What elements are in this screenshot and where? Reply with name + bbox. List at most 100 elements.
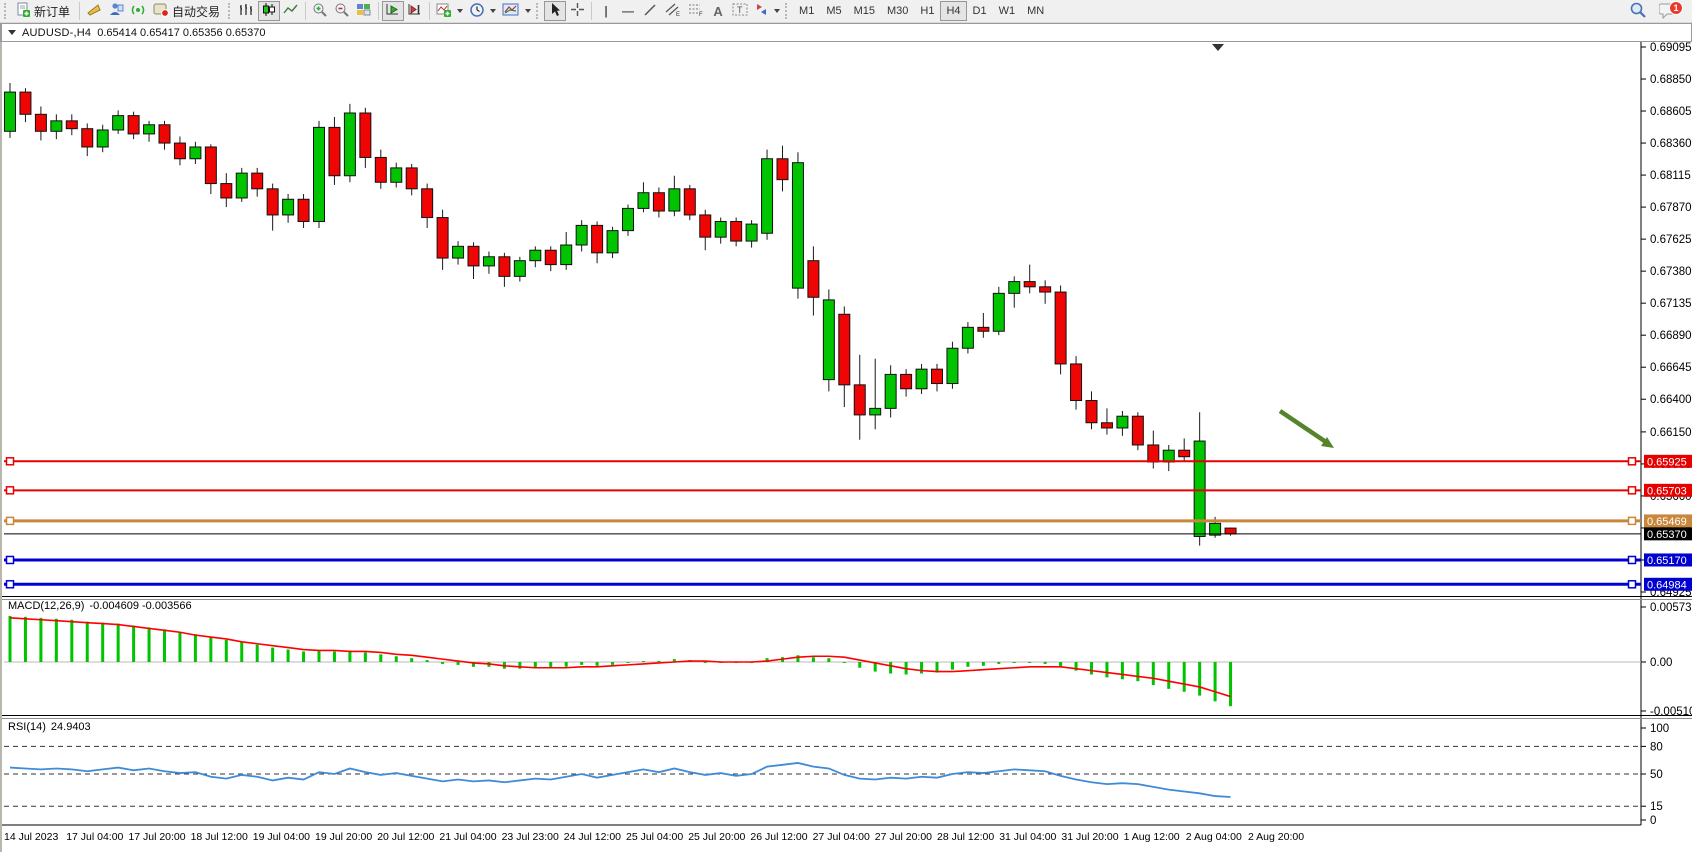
toolbar-separator [79,2,81,20]
svg-text:T: T [737,5,743,15]
tile-windows-button[interactable] [353,1,375,21]
zoom-out-button[interactable] [331,1,353,21]
timeframe-D1[interactable]: D1 [972,5,987,17]
arrows-dropdown-caret[interactable] [774,9,781,13]
fibonacci-icon: F [687,2,704,20]
auto-trading-button[interactable]: 自动交易 [149,1,226,21]
timeframe-toolbar: M1 M5 M15 M30 H1 H4 D1 W1 MN [793,1,1050,21]
templates-button[interactable] [499,1,534,21]
horizontal-line-button[interactable]: — [617,1,639,21]
periods-button[interactable] [466,1,499,21]
trendline-button[interactable] [639,1,661,21]
macd-label: MACD(12,26,9) -0.004609 -0.003566 [8,600,192,612]
svg-text:1 Aug 12:00: 1 Aug 12:00 [1124,831,1180,843]
auto-scroll-button[interactable] [382,1,405,21]
toolbar-drag-handle[interactable] [785,3,790,19]
notifications-button[interactable]: 1 [1656,1,1683,21]
timeframe-H1[interactable]: H1 [920,5,935,17]
new-order-label: 新订单 [34,4,71,19]
styler-icon [86,3,102,20]
fibonacci-button[interactable]: F [684,1,707,21]
signals-button[interactable] [127,1,149,21]
styler-button[interactable] [83,1,105,21]
toolbar-separator [591,2,593,20]
indicators-icon [436,2,452,20]
svg-text:25 Jul 20:00: 25 Jul 20:00 [688,831,745,843]
toolbar-separator [378,2,380,20]
svg-text:0.64984: 0.64984 [1647,579,1687,591]
indicators-button[interactable] [433,1,466,21]
svg-text:18 Jul 12:00: 18 Jul 12:00 [191,831,248,843]
zoom-out-icon [334,2,350,21]
chart-symbol-title: AUDUSD-,H4 [22,26,92,39]
rsi-label: RSI(14) 24.9403 [8,721,91,733]
svg-text:0.65469: 0.65469 [1647,516,1687,528]
cursor-icon [548,2,562,20]
templates-dropdown-caret[interactable] [525,9,532,13]
indicators-dropdown-caret[interactable] [457,9,464,13]
svg-text:50: 50 [1650,769,1663,781]
svg-text:15: 15 [1650,801,1663,813]
crosshair-button[interactable] [566,1,588,21]
new-order-icon [16,2,31,20]
svg-text:0.66150: 0.66150 [1650,427,1692,439]
toolbar-drag-handle[interactable] [228,3,233,19]
chart-shift-icon [407,2,423,20]
svg-text:0.69095: 0.69095 [1650,42,1692,54]
timeframe-M1[interactable]: M1 [799,5,815,17]
timeframe-H4[interactable]: H4 [940,1,967,21]
signals-icon [130,2,146,20]
new-order-button[interactable]: 新订单 [12,1,76,21]
arrows-button[interactable] [751,1,783,21]
timeframe-M15[interactable]: M15 [853,5,875,17]
toolbar-drag-handle[interactable] [4,3,9,19]
metaeditor-button[interactable] [105,1,127,21]
svg-text:19 Jul 20:00: 19 Jul 20:00 [315,831,372,843]
cursor-button[interactable] [544,1,567,21]
candlestick-chart-button[interactable] [258,1,281,21]
vertical-line-button[interactable]: | [595,1,617,21]
svg-text:0.66890: 0.66890 [1650,330,1692,342]
bar-chart-icon [239,2,255,20]
search-button[interactable] [1626,1,1650,21]
chart-menu-icon[interactable] [8,30,16,35]
svg-text:0.67135: 0.67135 [1650,298,1692,310]
timeframe-MN[interactable]: MN [1027,5,1045,17]
timeframe-W1[interactable]: W1 [998,5,1016,17]
svg-text:-0.005102: -0.005102 [1650,706,1692,718]
timeframe-M30[interactable]: M30 [887,5,909,17]
svg-text:0.65925: 0.65925 [1647,456,1687,468]
svg-text:100: 100 [1650,723,1669,735]
search-icon [1629,1,1647,22]
text-button[interactable]: A [707,1,729,21]
text-label-button[interactable]: T [729,1,751,21]
periods-dropdown-caret[interactable] [490,9,497,13]
svg-text:0.67870: 0.67870 [1650,202,1692,214]
chart-caption-bar[interactable]: AUDUSD-,H4 0.65414 0.65417 0.65356 0.653… [0,23,1692,42]
chart-area[interactable]: MACD(12,26,9) -0.004609 -0.003566 RSI(14)… [0,42,1692,852]
svg-text:0.00: 0.00 [1650,657,1672,669]
svg-text:F: F [699,12,703,17]
auto-trading-label: 自动交易 [172,4,221,19]
bar-chart-button[interactable] [236,1,258,21]
zoom-in-button[interactable] [309,1,331,21]
arrows-icon [754,2,769,20]
timeframe-M5[interactable]: M5 [826,5,842,17]
vertical-line-icon: | [604,4,608,18]
svg-text:14 Jul 2023: 14 Jul 2023 [4,831,58,843]
price-chart-canvas[interactable]: 0.69095 0.68850 0.68605 0.68360 0.68115 0.678… [2,42,1692,852]
toolbar-drag-handle[interactable] [536,3,541,19]
chart-shift-button[interactable] [404,1,426,21]
svg-text:0.68605: 0.68605 [1650,106,1692,118]
line-chart-button[interactable] [280,1,302,21]
svg-text:0.66400: 0.66400 [1650,394,1692,406]
svg-text:19 Jul 04:00: 19 Jul 04:00 [253,831,310,843]
main-toolbar: 新订单 自动交易 [0,0,1692,23]
svg-text:0.005731: 0.005731 [1650,602,1692,614]
svg-text:21 Jul 04:00: 21 Jul 04:00 [439,831,496,843]
equidistant-channel-button[interactable]: E [661,1,684,21]
trendline-icon [643,3,657,20]
svg-text:26 Jul 12:00: 26 Jul 12:00 [750,831,807,843]
tile-windows-icon [356,2,372,20]
